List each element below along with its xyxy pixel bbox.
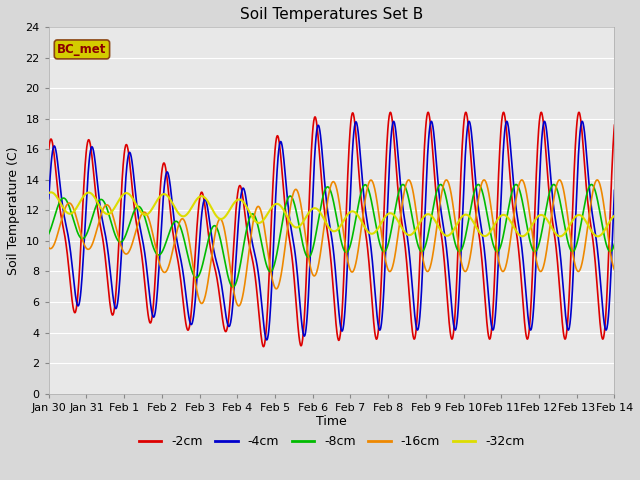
- -4cm: [552, 222, 560, 228]
- -16cm: [472, 210, 480, 216]
- -8cm: [611, 241, 618, 247]
- X-axis label: Time: Time: [316, 415, 347, 429]
- -4cm: [45, 196, 52, 202]
- Legend: -2cm, -4cm, -8cm, -16cm, -32cm: -2cm, -4cm, -8cm, -16cm, -32cm: [134, 430, 529, 453]
- -2cm: [232, 216, 239, 222]
- -4cm: [462, 142, 470, 147]
- -4cm: [78, 278, 86, 284]
- -8cm: [45, 231, 52, 237]
- -16cm: [593, 177, 601, 183]
- -8cm: [78, 236, 86, 241]
- -4cm: [263, 337, 271, 343]
- -4cm: [611, 188, 618, 193]
- -16cm: [78, 235, 86, 240]
- Line: -4cm: -4cm: [49, 121, 614, 340]
- -8cm: [472, 183, 480, 189]
- -16cm: [462, 268, 470, 274]
- Line: -2cm: -2cm: [49, 112, 614, 347]
- Line: -32cm: -32cm: [49, 192, 614, 236]
- -8cm: [588, 181, 595, 187]
- Line: -16cm: -16cm: [49, 180, 614, 306]
- -16cm: [232, 296, 239, 301]
- -8cm: [552, 184, 560, 190]
- -2cm: [472, 214, 480, 219]
- -8cm: [462, 231, 470, 237]
- -8cm: [229, 284, 237, 290]
- -32cm: [45, 190, 52, 196]
- -8cm: [232, 281, 239, 287]
- -2cm: [147, 320, 154, 326]
- Line: -8cm: -8cm: [49, 184, 614, 287]
- -32cm: [552, 231, 560, 237]
- -32cm: [78, 195, 86, 201]
- -2cm: [611, 122, 618, 128]
- -4cm: [472, 187, 480, 192]
- -16cm: [235, 303, 243, 309]
- -16cm: [552, 184, 560, 190]
- -32cm: [47, 190, 55, 195]
- -2cm: [575, 109, 583, 115]
- -8cm: [147, 235, 154, 241]
- -16cm: [45, 245, 52, 251]
- Text: BC_met: BC_met: [57, 43, 107, 56]
- -32cm: [472, 225, 480, 230]
- -16cm: [611, 267, 618, 273]
- -2cm: [260, 344, 268, 349]
- Title: Soil Temperatures Set B: Soil Temperatures Set B: [240, 7, 423, 22]
- -4cm: [147, 300, 154, 306]
- -2cm: [552, 246, 560, 252]
- -32cm: [611, 213, 618, 218]
- -32cm: [232, 198, 239, 204]
- -2cm: [462, 109, 470, 115]
- -32cm: [462, 212, 470, 217]
- -32cm: [147, 208, 155, 214]
- -4cm: [579, 119, 586, 124]
- -32cm: [594, 233, 602, 239]
- -2cm: [45, 146, 52, 152]
- -16cm: [147, 222, 154, 228]
- -4cm: [232, 267, 239, 273]
- Y-axis label: Soil Temperature (C): Soil Temperature (C): [7, 146, 20, 275]
- -2cm: [78, 223, 86, 229]
